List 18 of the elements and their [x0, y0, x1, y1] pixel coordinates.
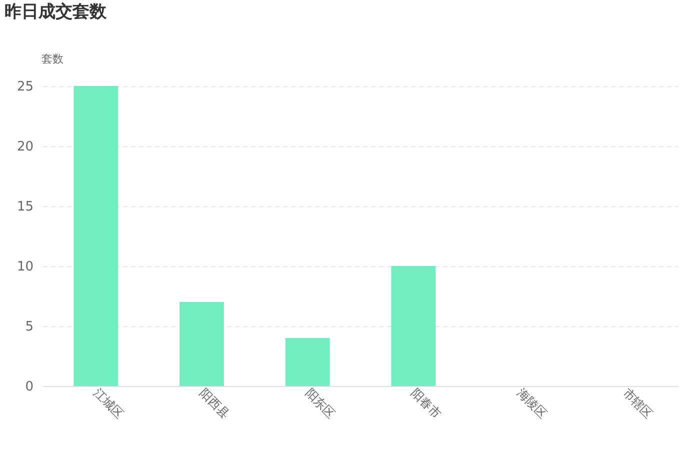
x-tick-label: 阳东区: [302, 386, 338, 421]
y-axis-title: 套数: [42, 52, 64, 66]
y-tick-label: 10: [16, 260, 34, 274]
bar: [74, 86, 118, 386]
y-tick-label: 0: [25, 380, 34, 394]
bar: [285, 338, 330, 386]
y-tick-label: 15: [16, 200, 34, 214]
x-tick-label: 海陵区: [514, 386, 550, 421]
bar: [391, 266, 436, 386]
x-tick-label: 阳西县: [196, 386, 232, 421]
x-tick-label: 江城区: [90, 386, 126, 421]
chart-title: 昨日成交套数: [4, 2, 108, 22]
y-tick-label: 20: [16, 140, 34, 154]
y-tick-label: 5: [25, 320, 34, 334]
x-tick-label: 市辖区: [620, 386, 656, 421]
y-tick-label: 25: [16, 80, 34, 94]
x-tick-label: 阳春市: [408, 386, 444, 421]
bar: [180, 302, 224, 386]
